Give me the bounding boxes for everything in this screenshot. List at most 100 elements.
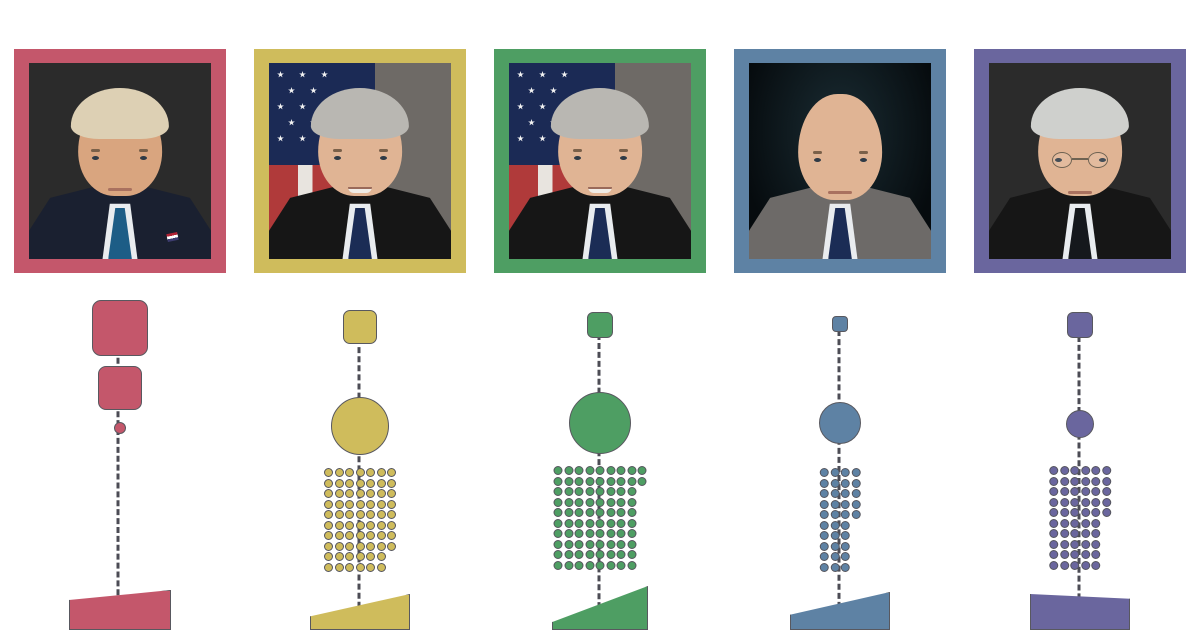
portrait-strip xyxy=(0,32,1200,290)
square-second-1[interactable] xyxy=(98,366,142,410)
dot xyxy=(1080,539,1090,549)
dot xyxy=(334,468,344,477)
dot xyxy=(595,466,605,475)
dot-row xyxy=(324,552,396,561)
dot xyxy=(366,478,375,488)
dot xyxy=(1059,476,1069,486)
dot xyxy=(355,510,365,519)
dot xyxy=(355,468,365,477)
dot-row xyxy=(324,489,396,498)
dot xyxy=(1049,466,1059,475)
eyebrow-right xyxy=(619,149,628,152)
dot xyxy=(376,531,386,540)
dot xyxy=(851,478,861,488)
dot xyxy=(606,539,615,549)
dot xyxy=(334,489,344,498)
circle-2[interactable] xyxy=(331,397,389,455)
dot xyxy=(345,510,354,519)
dot xyxy=(376,552,386,561)
dot xyxy=(606,487,615,496)
dot xyxy=(366,489,375,498)
circle-5[interactable] xyxy=(1066,410,1094,438)
glyph-column-3 xyxy=(480,292,720,630)
dot xyxy=(627,518,636,528)
dot xyxy=(595,476,605,486)
portrait-frame-4 xyxy=(734,49,946,273)
dot xyxy=(334,552,344,561)
portrait-cell-3[interactable] xyxy=(480,32,720,290)
dot xyxy=(366,562,375,572)
dot xyxy=(345,552,354,561)
dot-matrix-2 xyxy=(324,468,396,572)
dot xyxy=(376,499,386,509)
dot xyxy=(376,562,386,572)
dot xyxy=(366,468,375,477)
dot xyxy=(627,529,636,538)
dot xyxy=(1070,550,1080,559)
dot-row xyxy=(1049,529,1111,538)
dot xyxy=(819,552,829,561)
portrait-cell-1[interactable] xyxy=(0,32,240,290)
dot xyxy=(387,478,396,488)
square-top-2[interactable] xyxy=(343,310,377,344)
dot xyxy=(553,550,563,559)
dot xyxy=(324,489,333,498)
dot xyxy=(627,466,636,475)
square-top-5[interactable] xyxy=(1067,312,1093,338)
dot xyxy=(830,531,840,540)
square-top-3[interactable] xyxy=(587,312,613,338)
dot xyxy=(830,478,840,488)
dot xyxy=(387,468,396,477)
portrait-cell-2[interactable] xyxy=(240,32,480,290)
dot xyxy=(616,487,626,496)
dot xyxy=(553,529,563,538)
dot xyxy=(324,541,333,551)
dot xyxy=(1101,487,1111,496)
dot xyxy=(334,541,344,551)
wedge-1[interactable] xyxy=(69,590,171,630)
eye-right xyxy=(140,156,147,160)
dot xyxy=(1091,508,1101,517)
dot xyxy=(564,539,573,549)
dot xyxy=(324,468,333,477)
circle-4[interactable] xyxy=(819,402,861,444)
dot xyxy=(1091,476,1101,486)
dot xyxy=(345,531,354,540)
dot xyxy=(1101,497,1111,507)
eyebrow-left xyxy=(573,149,582,152)
dot xyxy=(819,489,829,498)
dot-row xyxy=(819,478,861,488)
dot xyxy=(1070,476,1080,486)
circle-1[interactable] xyxy=(114,422,126,434)
dot xyxy=(1059,497,1069,507)
portrait-cell-4[interactable] xyxy=(720,32,960,290)
dot-row xyxy=(324,468,396,477)
dot xyxy=(616,539,626,549)
dot xyxy=(1049,508,1059,517)
dot xyxy=(585,487,594,496)
dot-row xyxy=(1049,508,1111,517)
square-top-1[interactable] xyxy=(92,300,148,356)
square-top-4[interactable] xyxy=(832,316,848,332)
dot xyxy=(616,508,626,517)
necktie xyxy=(588,208,612,259)
dot xyxy=(574,560,584,570)
dot xyxy=(851,499,861,509)
dot xyxy=(1070,487,1080,496)
dot xyxy=(376,478,386,488)
dot xyxy=(1080,487,1090,496)
circle-3[interactable] xyxy=(569,392,631,454)
dot xyxy=(355,562,365,572)
portrait-cell-5[interactable] xyxy=(960,32,1200,290)
dot xyxy=(606,476,615,486)
dot-row xyxy=(819,468,861,477)
dot xyxy=(345,520,354,530)
dot xyxy=(840,489,850,498)
dot-row xyxy=(1049,487,1111,496)
dot xyxy=(553,487,563,496)
wedge-5[interactable] xyxy=(1030,594,1130,630)
dot-row xyxy=(553,550,647,559)
dot xyxy=(1049,497,1059,507)
dot-row xyxy=(819,562,861,572)
hair xyxy=(1030,88,1130,140)
